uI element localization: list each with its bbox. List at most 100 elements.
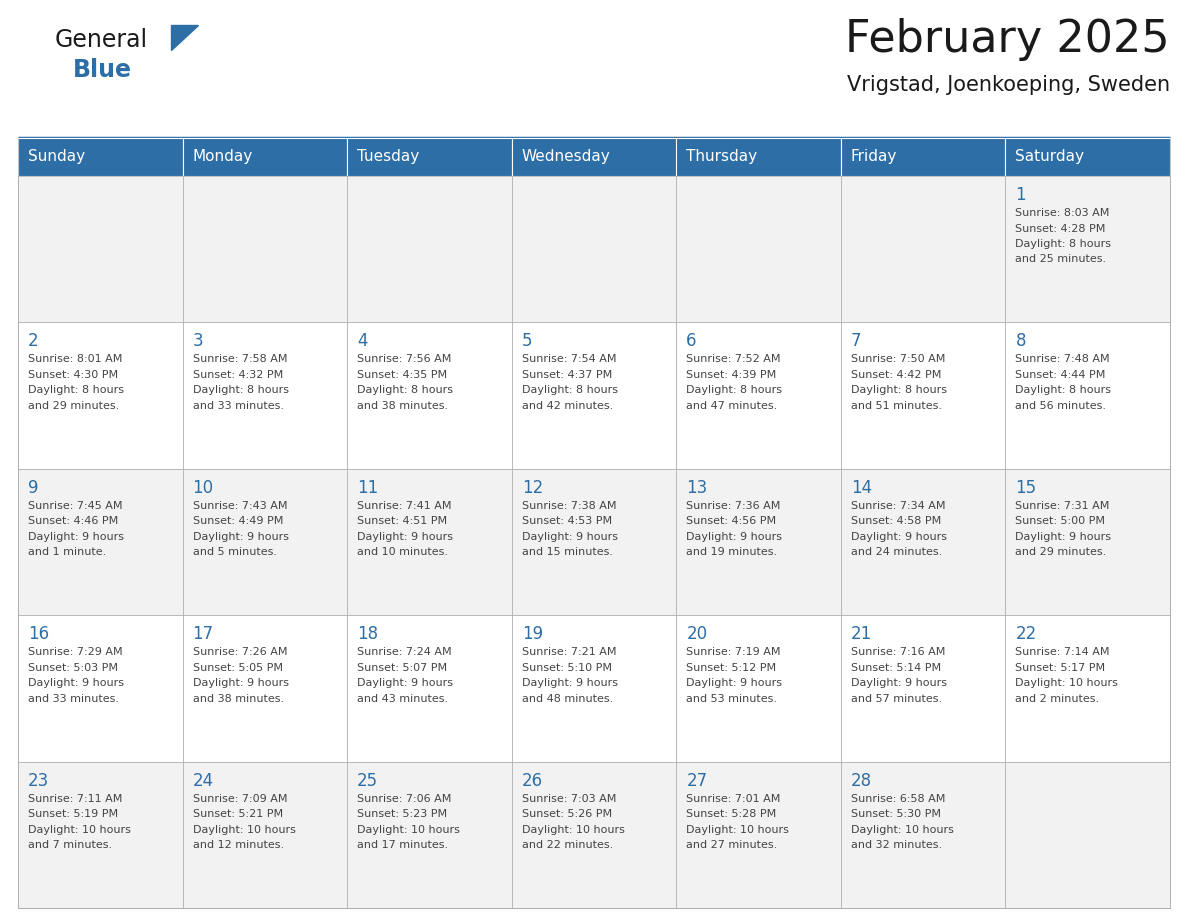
Text: 9: 9 bbox=[29, 479, 38, 497]
Text: Daylight: 10 hours: Daylight: 10 hours bbox=[29, 824, 131, 834]
Text: Daylight: 10 hours: Daylight: 10 hours bbox=[522, 824, 625, 834]
Bar bbox=[183, 176, 347, 322]
Bar bbox=[183, 322, 347, 469]
Text: and 25 minutes.: and 25 minutes. bbox=[1016, 254, 1106, 264]
Text: Friday: Friday bbox=[851, 150, 897, 164]
Text: Sunrise: 7:45 AM: Sunrise: 7:45 AM bbox=[29, 501, 122, 510]
Text: Daylight: 8 hours: Daylight: 8 hours bbox=[192, 386, 289, 396]
Text: and 19 minutes.: and 19 minutes. bbox=[687, 547, 777, 557]
Text: 5: 5 bbox=[522, 332, 532, 351]
Text: Sunrise: 7:36 AM: Sunrise: 7:36 AM bbox=[687, 501, 781, 510]
Bar bbox=[18, 762, 183, 908]
Text: Sunset: 4:44 PM: Sunset: 4:44 PM bbox=[1016, 370, 1106, 380]
Text: Sunday: Sunday bbox=[29, 150, 86, 164]
Text: Sunset: 5:10 PM: Sunset: 5:10 PM bbox=[522, 663, 612, 673]
Text: Sunrise: 7:26 AM: Sunrise: 7:26 AM bbox=[192, 647, 287, 657]
Text: and 33 minutes.: and 33 minutes. bbox=[29, 694, 119, 704]
Bar bbox=[841, 138, 1005, 176]
Text: Sunset: 5:05 PM: Sunset: 5:05 PM bbox=[192, 663, 283, 673]
Bar bbox=[1005, 469, 1170, 615]
Bar bbox=[18, 322, 183, 469]
Text: 8: 8 bbox=[1016, 332, 1026, 351]
Text: Daylight: 9 hours: Daylight: 9 hours bbox=[358, 678, 453, 688]
Text: Daylight: 9 hours: Daylight: 9 hours bbox=[29, 532, 124, 542]
Text: 22: 22 bbox=[1016, 625, 1037, 644]
Text: Sunset: 5:14 PM: Sunset: 5:14 PM bbox=[851, 663, 941, 673]
Text: Daylight: 9 hours: Daylight: 9 hours bbox=[687, 532, 782, 542]
Text: Daylight: 8 hours: Daylight: 8 hours bbox=[851, 386, 947, 396]
Text: and 32 minutes.: and 32 minutes. bbox=[851, 840, 942, 850]
Text: Sunrise: 7:03 AM: Sunrise: 7:03 AM bbox=[522, 793, 617, 803]
Text: and 53 minutes.: and 53 minutes. bbox=[687, 694, 777, 704]
Bar bbox=[841, 176, 1005, 322]
Text: Daylight: 10 hours: Daylight: 10 hours bbox=[192, 824, 296, 834]
Text: Daylight: 8 hours: Daylight: 8 hours bbox=[29, 386, 124, 396]
Bar bbox=[183, 138, 347, 176]
Text: Sunrise: 7:09 AM: Sunrise: 7:09 AM bbox=[192, 793, 287, 803]
Text: 16: 16 bbox=[29, 625, 49, 644]
Text: and 29 minutes.: and 29 minutes. bbox=[29, 401, 119, 411]
Text: 15: 15 bbox=[1016, 479, 1037, 497]
Bar bbox=[676, 615, 841, 762]
Text: and 38 minutes.: and 38 minutes. bbox=[192, 694, 284, 704]
Text: 1: 1 bbox=[1016, 186, 1026, 204]
Text: Daylight: 8 hours: Daylight: 8 hours bbox=[1016, 239, 1112, 249]
Text: Sunset: 5:23 PM: Sunset: 5:23 PM bbox=[358, 809, 447, 819]
Text: 27: 27 bbox=[687, 772, 707, 789]
Bar bbox=[512, 762, 676, 908]
Bar bbox=[512, 138, 676, 176]
Text: Sunset: 5:30 PM: Sunset: 5:30 PM bbox=[851, 809, 941, 819]
Text: 19: 19 bbox=[522, 625, 543, 644]
Bar bbox=[347, 138, 512, 176]
Text: Blue: Blue bbox=[72, 58, 132, 82]
Text: 6: 6 bbox=[687, 332, 697, 351]
Text: 20: 20 bbox=[687, 625, 707, 644]
Text: Thursday: Thursday bbox=[687, 150, 758, 164]
Text: Daylight: 9 hours: Daylight: 9 hours bbox=[851, 532, 947, 542]
Bar bbox=[183, 469, 347, 615]
Text: 24: 24 bbox=[192, 772, 214, 789]
Text: Daylight: 10 hours: Daylight: 10 hours bbox=[1016, 678, 1118, 688]
Bar bbox=[512, 615, 676, 762]
Text: and 5 minutes.: and 5 minutes. bbox=[192, 547, 277, 557]
Text: Sunrise: 7:06 AM: Sunrise: 7:06 AM bbox=[358, 793, 451, 803]
Text: Sunset: 4:46 PM: Sunset: 4:46 PM bbox=[29, 516, 119, 526]
Text: Daylight: 9 hours: Daylight: 9 hours bbox=[522, 532, 618, 542]
Text: 21: 21 bbox=[851, 625, 872, 644]
Text: Sunrise: 7:48 AM: Sunrise: 7:48 AM bbox=[1016, 354, 1110, 364]
Text: 2: 2 bbox=[29, 332, 39, 351]
Text: Sunrise: 7:41 AM: Sunrise: 7:41 AM bbox=[358, 501, 451, 510]
Text: and 43 minutes.: and 43 minutes. bbox=[358, 694, 448, 704]
Text: and 47 minutes.: and 47 minutes. bbox=[687, 401, 777, 411]
Text: and 56 minutes.: and 56 minutes. bbox=[1016, 401, 1106, 411]
Text: Daylight: 9 hours: Daylight: 9 hours bbox=[29, 678, 124, 688]
Text: Sunset: 4:51 PM: Sunset: 4:51 PM bbox=[358, 516, 447, 526]
Text: Sunset: 5:19 PM: Sunset: 5:19 PM bbox=[29, 809, 118, 819]
Text: 26: 26 bbox=[522, 772, 543, 789]
Text: 14: 14 bbox=[851, 479, 872, 497]
Bar bbox=[18, 469, 183, 615]
Text: and 38 minutes.: and 38 minutes. bbox=[358, 401, 448, 411]
Bar bbox=[183, 615, 347, 762]
Text: and 17 minutes.: and 17 minutes. bbox=[358, 840, 448, 850]
Text: Sunset: 4:53 PM: Sunset: 4:53 PM bbox=[522, 516, 612, 526]
Text: 13: 13 bbox=[687, 479, 708, 497]
Text: Sunrise: 7:24 AM: Sunrise: 7:24 AM bbox=[358, 647, 451, 657]
Text: Sunrise: 7:52 AM: Sunrise: 7:52 AM bbox=[687, 354, 781, 364]
Text: and 7 minutes.: and 7 minutes. bbox=[29, 840, 112, 850]
Polygon shape bbox=[171, 25, 198, 50]
Text: Sunrise: 7:01 AM: Sunrise: 7:01 AM bbox=[687, 793, 781, 803]
Text: 23: 23 bbox=[29, 772, 49, 789]
Text: Wednesday: Wednesday bbox=[522, 150, 611, 164]
Bar bbox=[1005, 322, 1170, 469]
Text: and 33 minutes.: and 33 minutes. bbox=[192, 401, 284, 411]
Bar bbox=[512, 176, 676, 322]
Bar bbox=[841, 469, 1005, 615]
Text: Sunset: 5:26 PM: Sunset: 5:26 PM bbox=[522, 809, 612, 819]
Bar bbox=[347, 615, 512, 762]
Bar bbox=[676, 322, 841, 469]
Text: General: General bbox=[55, 28, 148, 52]
Bar bbox=[676, 138, 841, 176]
Text: Sunrise: 7:56 AM: Sunrise: 7:56 AM bbox=[358, 354, 451, 364]
Text: Sunset: 5:00 PM: Sunset: 5:00 PM bbox=[1016, 516, 1105, 526]
